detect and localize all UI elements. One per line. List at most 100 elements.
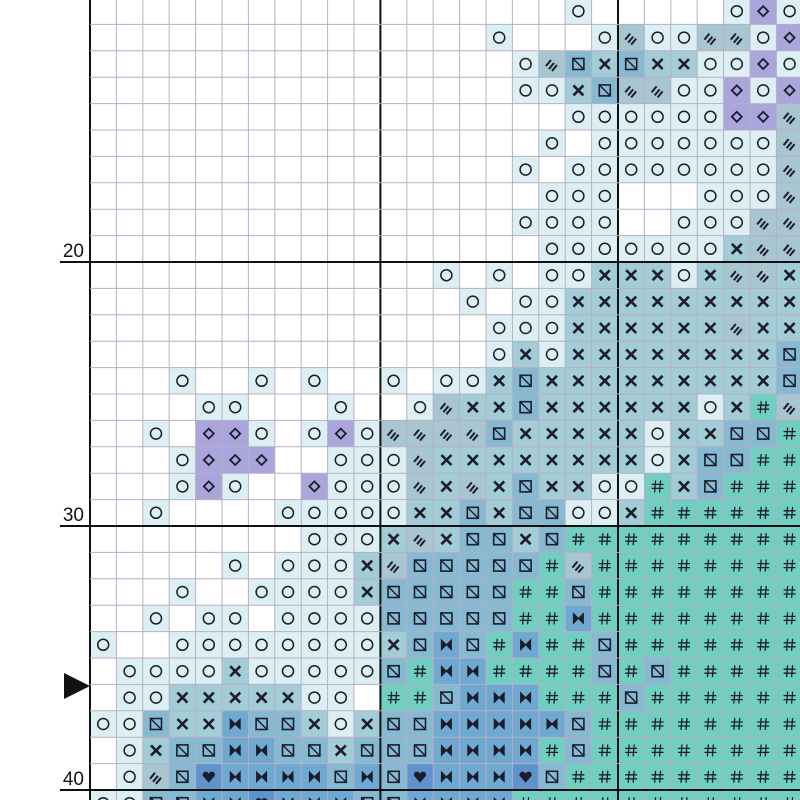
- stitch-fill: [406, 684, 434, 711]
- stitch: [776, 790, 800, 800]
- stitch-fill: [195, 420, 222, 447]
- symbol-hash: [757, 533, 770, 546]
- symbol-cross: [704, 427, 717, 440]
- symbol-circle: [281, 559, 295, 572]
- symbol-slashes: [730, 270, 743, 283]
- stitch-fill: [169, 578, 196, 606]
- stitch: [697, 24, 724, 51]
- symbol-box-slash: [546, 771, 558, 783]
- stitch: [169, 446, 196, 474]
- stitch: [618, 473, 645, 500]
- symbol-box: [413, 744, 427, 757]
- symbol-box: [176, 744, 189, 757]
- symbol-circle: [255, 585, 268, 599]
- stitch-fill: [327, 473, 354, 500]
- stitch: [591, 103, 618, 130]
- symbol-hash: [730, 770, 743, 783]
- stitch: [327, 526, 354, 553]
- stitch: [670, 341, 698, 368]
- symbol-box: [202, 744, 216, 757]
- stitch-fill: [538, 552, 566, 579]
- stitch: [354, 790, 381, 800]
- stitch: [433, 710, 460, 738]
- stitch: [644, 684, 671, 711]
- stitch-fill: [538, 790, 566, 800]
- symbol-cross: [572, 374, 585, 387]
- stitch: [512, 684, 539, 711]
- stitch-fill: [750, 578, 777, 606]
- stitch: [723, 684, 750, 711]
- symbol-box: [466, 506, 480, 520]
- stitch-fill: [776, 552, 800, 579]
- symbol-diamond: [730, 110, 744, 124]
- stitch: [248, 367, 275, 394]
- symbol-hash: [678, 770, 690, 783]
- stitch: [750, 473, 777, 500]
- symbol-circle: [308, 612, 321, 625]
- stitch: [565, 605, 592, 632]
- stitch-fill: [512, 156, 539, 183]
- stitch: [301, 790, 328, 800]
- stitch: [116, 710, 143, 738]
- stitch: [723, 473, 750, 500]
- stitch-fill: [723, 631, 750, 658]
- stitch-fill: [248, 367, 275, 394]
- stitch: [750, 578, 777, 606]
- stitch-fill: [565, 499, 592, 526]
- symbol-cross: [493, 401, 506, 414]
- stitch-fill: [776, 209, 800, 236]
- symbol-circle: [387, 506, 400, 520]
- stitch: [433, 394, 460, 421]
- stitch-fill: [644, 473, 671, 500]
- stitch: [591, 394, 618, 421]
- stitch-fill: [776, 235, 800, 262]
- stitch-fill: [380, 684, 407, 711]
- symbol-box: [492, 612, 506, 625]
- stitch: [750, 658, 777, 685]
- symbol-hash: [730, 585, 743, 599]
- symbol-box-slash: [388, 612, 400, 624]
- stitch: [670, 658, 698, 685]
- symbol-circle: [308, 585, 321, 599]
- symbol-slashes: [413, 534, 426, 547]
- stitch: [670, 578, 698, 606]
- stitch: [248, 684, 275, 711]
- symbol-circle: [360, 532, 374, 546]
- stitch: [142, 420, 170, 447]
- symbol-bowtie: [440, 744, 452, 757]
- stitch: [433, 737, 460, 764]
- symbol-circle: [123, 691, 136, 704]
- symbol-box-slash: [704, 454, 716, 466]
- stitch-fill: [644, 235, 671, 262]
- stitch: [723, 314, 750, 342]
- stitch: [697, 314, 724, 342]
- stitch: [618, 631, 645, 658]
- stitch: [354, 552, 381, 579]
- symbol-box: [360, 744, 374, 757]
- stitch: [433, 446, 460, 474]
- stitch-fill: [618, 103, 645, 130]
- stitch-fill: [433, 262, 460, 289]
- stitch: [750, 50, 777, 78]
- symbol-hash: [651, 480, 664, 493]
- stitch-fill: [723, 103, 750, 130]
- stitch: [591, 367, 618, 394]
- stitch-fill: [723, 605, 750, 632]
- stitch: [723, 499, 750, 526]
- stitch-fill: [354, 499, 381, 526]
- symbol-diamond: [202, 427, 216, 440]
- symbol-circle: [519, 295, 532, 308]
- symbol-circle: [228, 638, 242, 652]
- symbol-cross: [387, 533, 400, 546]
- stitch: [142, 790, 170, 800]
- symbol-hash: [678, 717, 690, 731]
- symbol-circle: [281, 612, 295, 625]
- stitch-cells: [90, 0, 800, 800]
- symbol-cross: [255, 691, 268, 704]
- symbol-box-slash: [467, 533, 479, 545]
- stitch: [512, 526, 539, 553]
- symbol-cross: [625, 401, 638, 414]
- symbol-box: [519, 400, 532, 414]
- stitch: [565, 790, 592, 800]
- symbol-circle: [624, 163, 638, 176]
